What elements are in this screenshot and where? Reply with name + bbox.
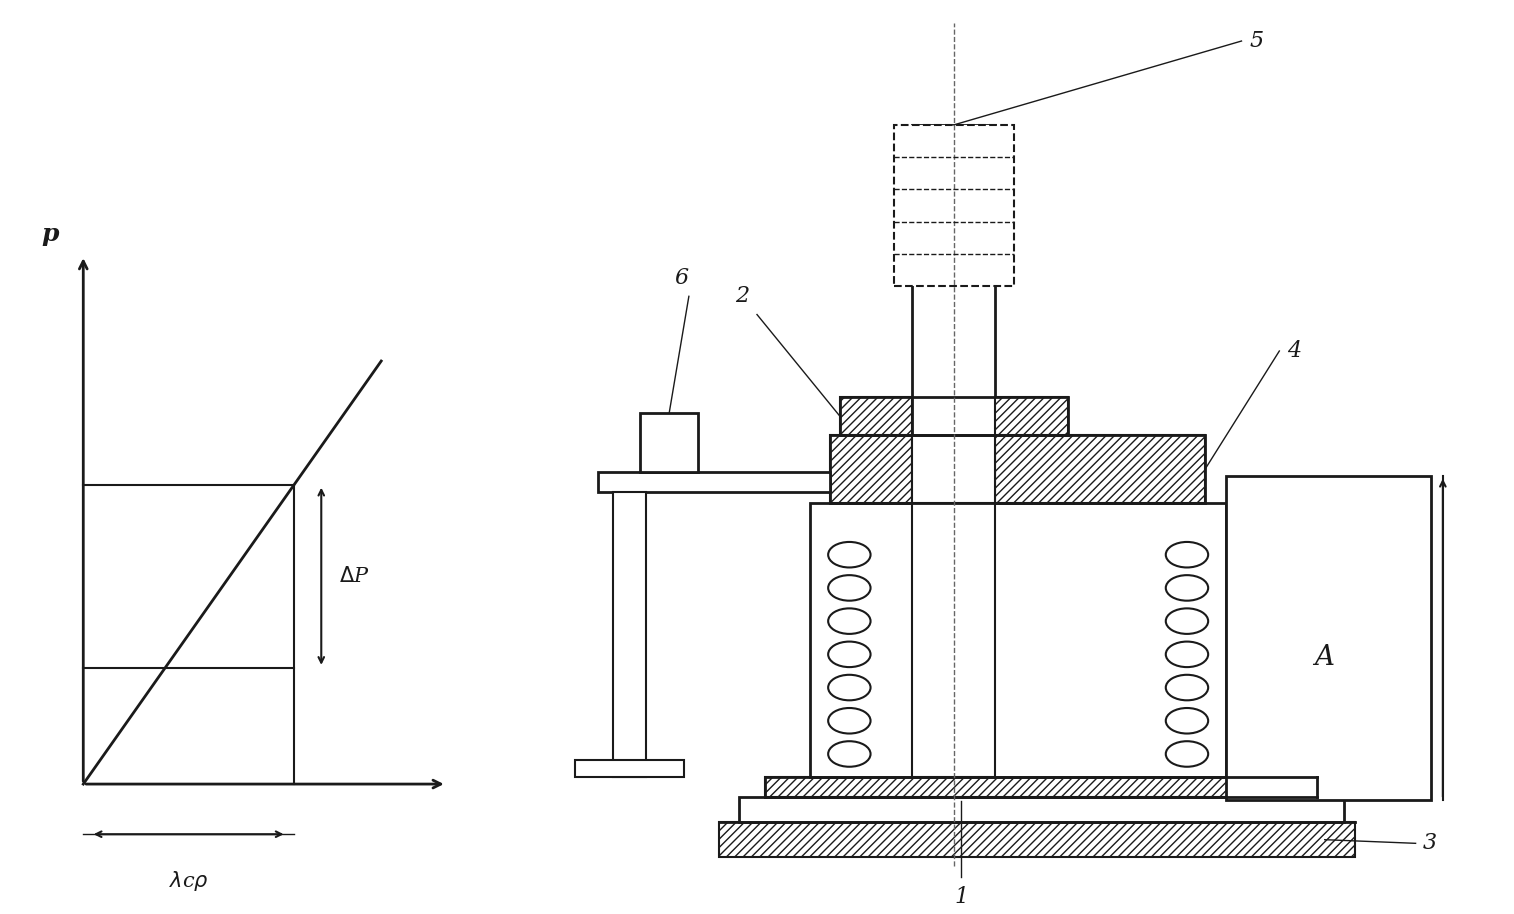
Bar bbox=[830, 435, 911, 504]
Bar bbox=[739, 797, 1344, 823]
Text: p: p bbox=[41, 222, 59, 246]
Bar bbox=[640, 413, 698, 473]
Bar bbox=[810, 504, 1226, 777]
Bar bbox=[996, 397, 1067, 435]
Bar bbox=[911, 504, 996, 777]
Text: 3: 3 bbox=[1423, 833, 1437, 855]
Bar bbox=[839, 397, 911, 435]
Bar bbox=[911, 125, 996, 435]
Text: $\lambda$c$\rho$: $\lambda$c$\rho$ bbox=[168, 869, 209, 893]
Bar bbox=[575, 760, 684, 777]
Bar bbox=[830, 435, 1205, 504]
Text: 4: 4 bbox=[1287, 340, 1301, 362]
Bar bbox=[719, 823, 1355, 857]
Bar bbox=[893, 125, 1013, 286]
Bar bbox=[765, 777, 1317, 797]
Bar bbox=[613, 493, 646, 777]
Text: $\Delta$P: $\Delta$P bbox=[339, 567, 369, 586]
Text: 6: 6 bbox=[674, 267, 689, 289]
Bar bbox=[911, 435, 996, 504]
Text: 5: 5 bbox=[1249, 30, 1263, 52]
Text: A: A bbox=[1314, 643, 1334, 671]
Text: 2: 2 bbox=[734, 285, 749, 307]
Bar bbox=[996, 435, 1205, 504]
Bar bbox=[1226, 476, 1431, 800]
Text: 1: 1 bbox=[954, 887, 969, 909]
Bar bbox=[598, 473, 830, 493]
Bar bbox=[839, 397, 1069, 435]
